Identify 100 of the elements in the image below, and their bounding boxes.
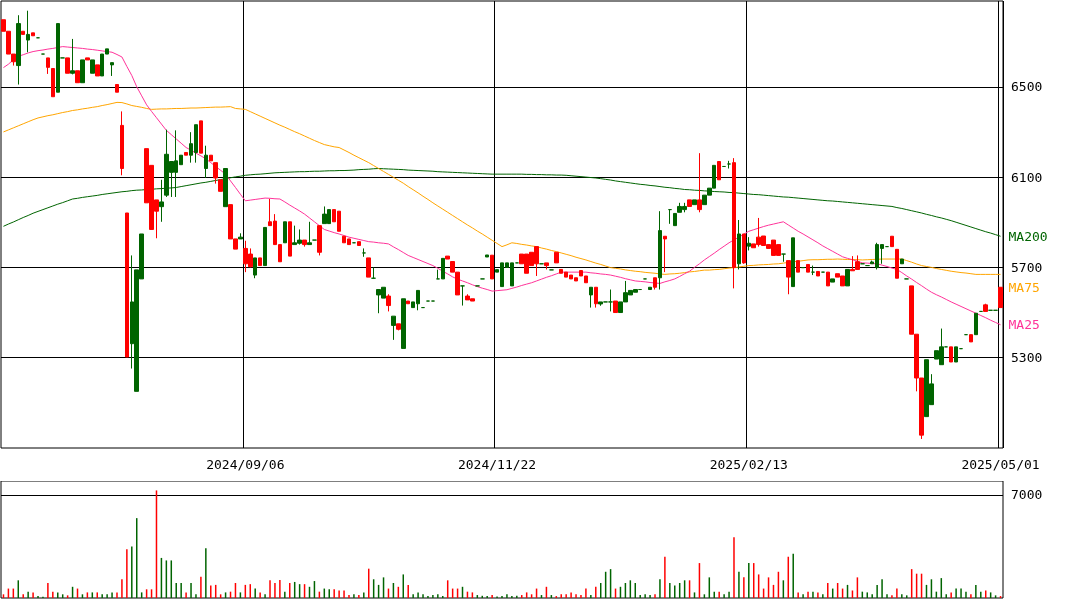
candlestick — [263, 226, 267, 267]
candlestick — [85, 57, 90, 61]
x-tick-label: 2025/02/13 — [709, 457, 788, 472]
candlestick — [366, 257, 371, 278]
candlestick — [608, 289, 613, 312]
candlestick — [21, 30, 25, 35]
candlestick — [594, 286, 598, 309]
y-tick-label: 6100 — [1011, 169, 1043, 185]
line-series — [2, 46, 1002, 326]
candlestick — [826, 271, 830, 287]
candlestick — [658, 210, 662, 291]
candlestick — [90, 59, 95, 74]
candlestick — [983, 303, 988, 312]
candlestick — [845, 268, 850, 287]
candlestick — [199, 120, 203, 154]
x-tick-label: 2025/05/01 — [961, 457, 1040, 472]
candlestick — [209, 154, 213, 162]
candlestick — [80, 59, 85, 84]
y-tick-label: 5700 — [1011, 259, 1043, 275]
series-label: MA25 — [1008, 317, 1040, 333]
candlestick — [717, 161, 721, 181]
candlestick — [441, 257, 445, 280]
candlestick — [830, 278, 835, 283]
candlestick — [900, 258, 904, 265]
candlestick — [386, 293, 391, 312]
candlestick — [283, 221, 287, 244]
candlestick — [613, 300, 618, 314]
candlestick — [307, 221, 312, 246]
series-label: MA75 — [1008, 279, 1040, 295]
candlestick — [781, 253, 786, 263]
candlestick — [391, 315, 396, 341]
candlestick — [791, 237, 795, 288]
candlestick — [806, 263, 810, 273]
candlestick — [184, 151, 188, 156]
candlestick — [302, 239, 307, 248]
candlestick — [687, 199, 692, 207]
candlestick — [732, 157, 736, 289]
candlestick — [742, 233, 746, 265]
candlestick — [406, 300, 410, 305]
line-series — [2, 101, 1002, 275]
candlestick — [317, 225, 322, 256]
candlestick — [110, 62, 114, 77]
candlestick — [213, 162, 218, 185]
candlestick — [371, 266, 376, 279]
y-tick-label: 5300 — [1011, 350, 1043, 366]
candlestick — [747, 236, 751, 251]
candlestick — [31, 32, 35, 37]
candlestick — [673, 212, 677, 227]
candlestick — [362, 247, 366, 258]
candlestick — [895, 248, 899, 279]
candlestick — [589, 286, 593, 309]
x-tick-label: 2024/11/22 — [457, 457, 537, 472]
candlestick — [26, 10, 30, 53]
candlestick — [65, 57, 70, 74]
candlestick — [668, 209, 672, 225]
candlestick — [697, 152, 702, 213]
candlestick — [357, 241, 361, 246]
candlestick — [692, 199, 697, 206]
candlestick — [16, 14, 21, 86]
candlestick — [51, 68, 55, 98]
candlestick — [485, 254, 489, 258]
candlestick — [786, 260, 791, 295]
candlestick — [46, 57, 50, 75]
series-label: MA200 — [1008, 228, 1048, 244]
candlestick — [554, 251, 559, 264]
candlestick — [969, 334, 973, 343]
candlestick — [653, 277, 657, 291]
candlestick — [396, 323, 401, 331]
candlestick — [490, 254, 494, 280]
candlestick — [95, 64, 100, 77]
candlestick — [238, 232, 243, 240]
candlestick — [460, 285, 465, 307]
candlestick — [816, 270, 820, 277]
candlestick — [115, 84, 119, 93]
candlestick — [974, 312, 978, 336]
candlestick — [890, 235, 894, 248]
candlestick — [75, 70, 80, 84]
candlestick — [737, 219, 741, 270]
candlestick — [322, 205, 327, 225]
candlestick — [159, 179, 164, 223]
x-tick-label: 2024/09/06 — [206, 457, 285, 472]
candlestick — [998, 286, 1003, 309]
candlestick — [663, 235, 667, 273]
candlestick — [120, 110, 124, 176]
candlestick — [401, 298, 406, 349]
candlestick — [288, 221, 292, 257]
candlestick — [258, 257, 262, 267]
candlestick — [544, 262, 549, 270]
candlestick — [954, 346, 958, 363]
candlestick — [949, 346, 953, 363]
candlestick — [648, 286, 652, 291]
y-tick-label: 7000 — [1011, 487, 1043, 503]
y-tick-label: 6500 — [1011, 79, 1043, 95]
candlestick — [253, 257, 257, 279]
candlestick — [125, 212, 129, 358]
candlestick — [445, 255, 450, 260]
candlestick — [204, 145, 208, 179]
candlestick — [218, 179, 223, 192]
candlestick — [70, 38, 75, 75]
candlestick — [796, 260, 800, 273]
